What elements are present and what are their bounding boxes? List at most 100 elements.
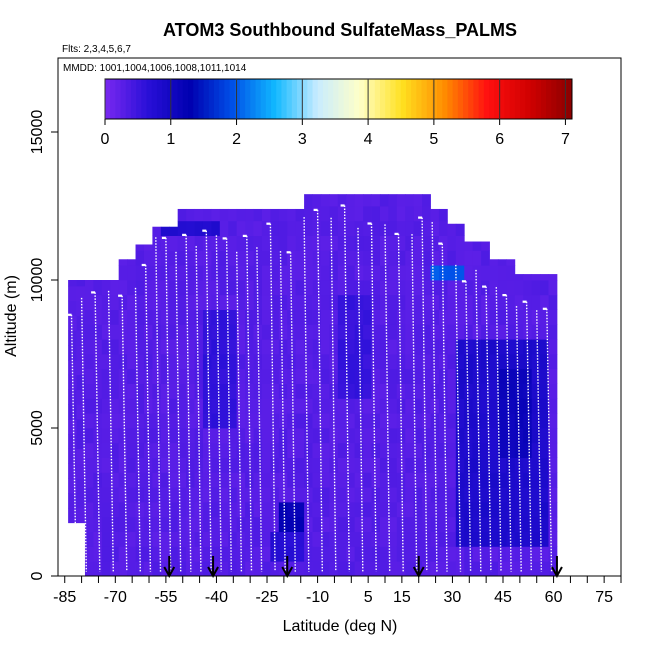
heatmap-cell bbox=[152, 502, 162, 518]
heatmap-cell bbox=[540, 294, 549, 310]
heatmap-cell bbox=[236, 546, 246, 562]
heatmap-cell bbox=[447, 223, 457, 236]
heatmap-cell bbox=[152, 294, 162, 310]
flight-track bbox=[495, 287, 502, 572]
heatmap-cell bbox=[261, 531, 271, 547]
heatmap-cell bbox=[548, 442, 558, 458]
colorbar-segment bbox=[177, 79, 184, 119]
heatmap-cell bbox=[169, 265, 179, 281]
heatmap-cell bbox=[396, 368, 406, 384]
heatmap-cell bbox=[438, 457, 448, 473]
heatmap-cell bbox=[110, 531, 120, 547]
flight-track bbox=[357, 227, 364, 572]
heatmap-cell bbox=[177, 398, 187, 414]
heatmap-cell bbox=[160, 516, 170, 532]
colorbar-segment bbox=[219, 79, 225, 119]
heatmap-cell bbox=[312, 442, 322, 458]
heatmap-cell bbox=[379, 354, 389, 370]
heatmap-cell bbox=[253, 398, 263, 414]
heatmap-cell bbox=[320, 206, 330, 222]
heatmap-cell bbox=[346, 531, 356, 547]
heatmap-cell bbox=[110, 428, 120, 444]
heatmap-cell bbox=[422, 487, 431, 503]
flight-track bbox=[515, 306, 522, 572]
heatmap-cell bbox=[169, 294, 179, 310]
heatmap-cell bbox=[455, 339, 465, 355]
heatmap-cell bbox=[110, 383, 120, 399]
heatmap-cell bbox=[93, 472, 103, 488]
colorbar-segment bbox=[307, 79, 314, 119]
heatmap-cell bbox=[110, 324, 120, 340]
heatmap-cell bbox=[202, 472, 212, 488]
heatmap-cell bbox=[447, 280, 457, 296]
heatmap-cell bbox=[76, 493, 86, 509]
heatmap-cell bbox=[464, 354, 474, 370]
heatmap-cell bbox=[354, 413, 364, 429]
flight-track bbox=[343, 205, 350, 572]
heatmap-cell bbox=[346, 309, 356, 325]
heatmap-cell bbox=[481, 546, 490, 562]
heatmap-cell bbox=[219, 280, 229, 296]
heatmap-cell bbox=[118, 457, 128, 473]
heatmap-cell bbox=[337, 428, 347, 444]
heatmap-cell bbox=[413, 457, 423, 473]
heatmap-cell bbox=[245, 235, 254, 251]
colorbar-segment bbox=[328, 79, 334, 119]
colorbar-segment bbox=[348, 79, 355, 119]
heatmap-cell bbox=[186, 208, 195, 222]
heatmap-cell bbox=[211, 368, 221, 384]
heatmap-cell bbox=[219, 220, 229, 236]
heatmap-cell bbox=[329, 487, 339, 503]
heatmap-cell bbox=[236, 383, 246, 399]
heatmap-cell bbox=[346, 472, 356, 488]
heatmap-cell bbox=[379, 280, 389, 296]
heatmap-cell bbox=[447, 531, 457, 547]
heatmap-cell bbox=[548, 324, 558, 340]
heatmap-cell bbox=[135, 546, 145, 562]
heatmap-cell bbox=[540, 398, 549, 414]
heatmap-cell bbox=[489, 413, 499, 429]
heatmap-cell bbox=[245, 368, 254, 384]
heatmap-cell bbox=[261, 516, 271, 532]
heatmap-cell bbox=[93, 309, 103, 325]
heatmap-cell bbox=[160, 324, 170, 340]
heatmap-cell bbox=[169, 324, 179, 340]
heatmap-cell bbox=[202, 339, 212, 355]
colorbar-segment bbox=[136, 79, 142, 119]
heatmap-cell bbox=[236, 561, 246, 577]
heatmap-cell bbox=[379, 428, 389, 444]
heatmap-cell bbox=[481, 472, 490, 488]
heatmap-cell bbox=[219, 531, 229, 547]
colorbar-segment bbox=[224, 79, 231, 119]
heatmap-cell bbox=[464, 531, 474, 547]
heatmap-cell bbox=[312, 383, 322, 399]
heatmap-cell bbox=[447, 516, 457, 532]
heatmap-cell bbox=[396, 220, 406, 236]
heatmap-cell bbox=[346, 546, 356, 562]
heatmap-cell bbox=[110, 294, 120, 310]
colorbar-segment bbox=[213, 79, 220, 119]
heatmap-cell bbox=[329, 250, 339, 266]
heatmap-cell bbox=[261, 413, 271, 429]
heatmap-cell bbox=[270, 472, 280, 488]
heatmap-cell bbox=[278, 383, 288, 399]
heatmap-cell bbox=[110, 487, 120, 503]
heatmap-cell bbox=[118, 280, 128, 296]
heatmap-cell bbox=[160, 309, 170, 325]
heatmap-cell bbox=[84, 428, 94, 444]
heatmap-cell bbox=[312, 472, 322, 488]
heatmap-cell bbox=[160, 487, 170, 503]
heatmap-cell bbox=[261, 546, 271, 562]
heatmap-cell bbox=[422, 413, 431, 429]
heatmap-cell bbox=[194, 472, 204, 488]
heatmap-cell bbox=[278, 546, 288, 562]
heatmap-cell bbox=[143, 472, 153, 488]
heatmap-cell bbox=[371, 294, 381, 310]
heatmap-cell bbox=[388, 368, 398, 384]
heatmap-cell bbox=[135, 457, 145, 473]
heatmap-cell bbox=[278, 208, 288, 222]
heatmap-cell bbox=[93, 546, 103, 562]
heatmap-cell bbox=[236, 280, 246, 296]
heatmap-cell bbox=[228, 368, 238, 384]
heatmap-cell bbox=[219, 368, 229, 384]
